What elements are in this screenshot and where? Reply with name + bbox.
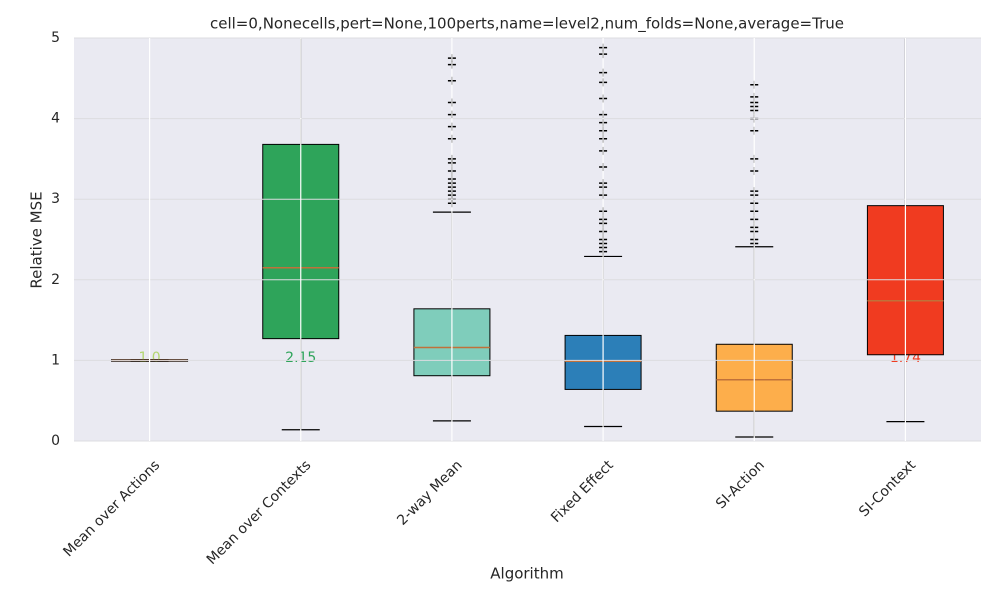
x-tick-label: SI-Context (856, 457, 919, 520)
y-tick-label: 0 (51, 433, 60, 449)
y-tick-label: 3 (51, 191, 60, 207)
y-tick-label: 1 (51, 352, 60, 368)
y-tick-label: 2 (51, 272, 60, 288)
x-tick-label: Mean over Actions (60, 457, 163, 560)
x-tick-label: Mean over Contexts (204, 457, 315, 568)
x-tick-label: Fixed Effect (548, 457, 617, 526)
y-axis-label: Relative MSE (28, 191, 46, 288)
x-axis-label: Algorithm (490, 565, 563, 583)
x-tick-label: SI-Action (713, 457, 768, 512)
x-tick-label: 2-way Mean (394, 457, 465, 528)
plot-area (74, 38, 981, 441)
chart-title: cell=0,Nonecells,pert=None,100perts,name… (210, 15, 844, 34)
y-tick-label: 4 (51, 111, 60, 127)
y-tick-label: 5 (51, 30, 60, 46)
